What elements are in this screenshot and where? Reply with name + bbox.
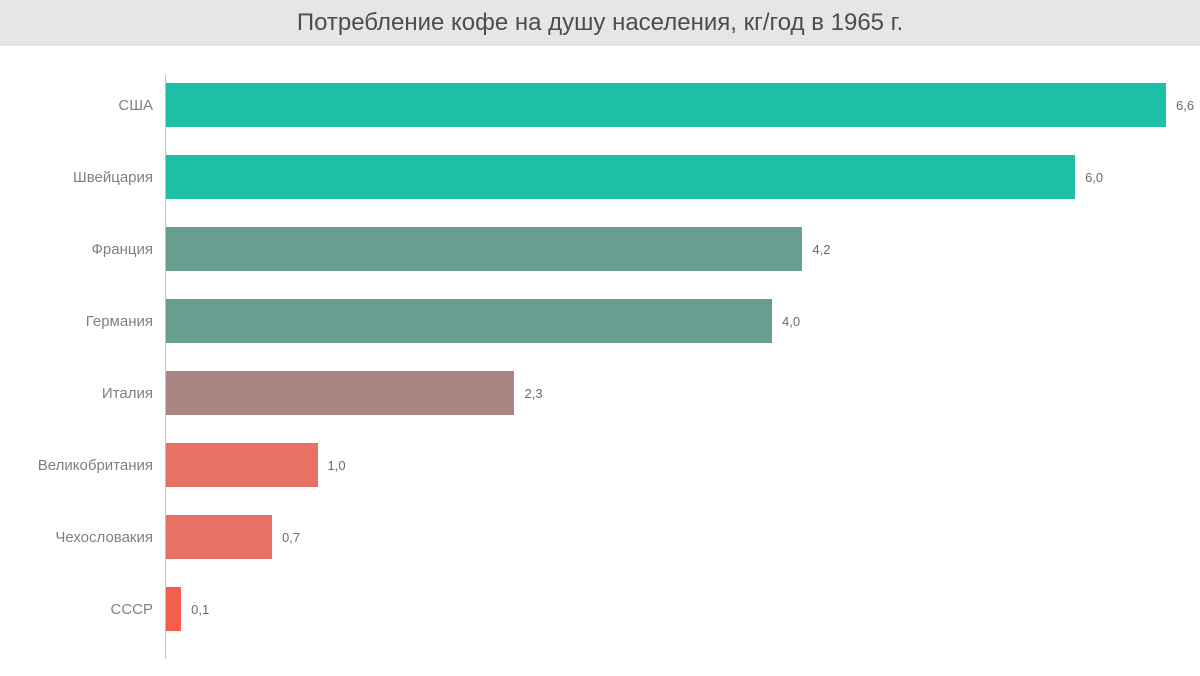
value-label: 4,2 [812, 242, 830, 257]
category-label: Франция [0, 241, 153, 258]
category-label: Германия [0, 313, 153, 330]
bar [166, 155, 1075, 199]
category-label: Италия [0, 385, 153, 402]
chart-plot-area: США 6,6 Швейцария 6,0 Франция 4,2 Германия 4,0 И… [0, 75, 1200, 670]
bar [166, 371, 514, 415]
value-label: 2,3 [524, 386, 542, 401]
value-label: 1,0 [328, 458, 346, 473]
category-label: Швейцария [0, 169, 153, 186]
bar-row: Германия 4,0 [0, 299, 1200, 343]
category-label: Великобритания [0, 457, 153, 474]
bar [166, 299, 772, 343]
bar-row: Швейцария 6,0 [0, 155, 1200, 199]
value-label: 6,0 [1085, 170, 1103, 185]
bar-row: Великобритания 1,0 [0, 443, 1200, 487]
value-label: 0,7 [282, 530, 300, 545]
category-label: Чехословакия [0, 529, 153, 546]
bar-row: Франция 4,2 [0, 227, 1200, 271]
category-label: США [0, 97, 153, 114]
bar [166, 227, 802, 271]
bar-row: США 6,6 [0, 83, 1200, 127]
bar-row: СССР 0,1 [0, 587, 1200, 631]
value-label: 4,0 [782, 314, 800, 329]
chart-title-bar: Потребление кофе на душу населения, кг/г… [0, 0, 1200, 46]
bar [166, 443, 318, 487]
chart-title: Потребление кофе на душу населения, кг/г… [297, 9, 903, 36]
bar [166, 83, 1166, 127]
bar-row: Италия 2,3 [0, 371, 1200, 415]
category-label: СССР [0, 601, 153, 618]
value-label: 0,1 [191, 602, 209, 617]
value-label: 6,6 [1176, 98, 1194, 113]
bar-row: Чехословакия 0,7 [0, 515, 1200, 559]
bar [166, 587, 181, 631]
bar [166, 515, 272, 559]
